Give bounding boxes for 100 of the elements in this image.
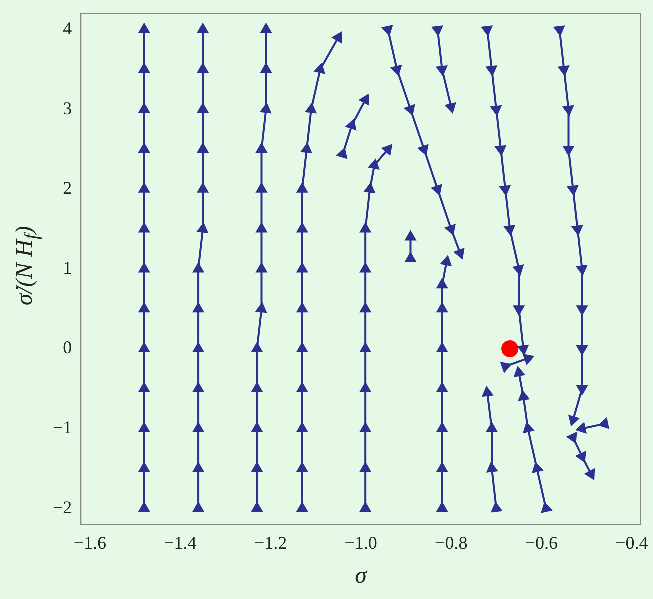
point <box>139 104 150 114</box>
point <box>437 303 448 313</box>
point <box>252 502 263 512</box>
point <box>360 343 371 353</box>
point <box>486 462 498 473</box>
point <box>297 422 308 432</box>
point <box>360 462 371 472</box>
point <box>193 343 204 353</box>
point <box>437 422 448 432</box>
point <box>260 64 272 74</box>
y-tick-label: 2 <box>63 178 72 198</box>
point <box>492 502 502 513</box>
point <box>256 263 268 273</box>
point <box>139 64 150 74</box>
point <box>197 223 208 234</box>
x-tick-label: −1.0 <box>344 533 378 554</box>
point <box>337 148 348 159</box>
point <box>576 452 586 462</box>
point <box>139 263 150 273</box>
y-tick-label: 3 <box>63 98 72 118</box>
point <box>523 422 534 434</box>
point <box>193 263 204 273</box>
x-tick-label: −0.8 <box>435 533 468 554</box>
point <box>256 223 268 233</box>
point <box>332 32 342 44</box>
x-axis-title: σ <box>355 562 368 589</box>
point <box>139 343 150 353</box>
point <box>198 143 208 153</box>
point <box>301 144 312 154</box>
point <box>252 422 263 432</box>
point <box>260 104 272 114</box>
y-tick-label: 4 <box>63 18 72 38</box>
point <box>441 256 452 266</box>
point <box>360 422 371 432</box>
point <box>518 390 530 401</box>
point <box>514 367 525 378</box>
point <box>297 343 308 353</box>
point <box>139 422 150 432</box>
y-tick-label: −1 <box>52 418 72 438</box>
point <box>437 382 448 392</box>
y-tick-label: −2 <box>52 497 72 518</box>
point <box>360 263 371 273</box>
point <box>139 462 150 472</box>
point <box>482 386 494 397</box>
point <box>260 24 272 34</box>
point <box>297 263 308 273</box>
point <box>252 382 263 392</box>
point <box>360 502 371 512</box>
point <box>297 183 308 193</box>
point <box>437 502 448 512</box>
y-tick-label: 0 <box>63 338 72 358</box>
point <box>502 340 519 358</box>
point <box>360 382 371 392</box>
point <box>256 143 268 153</box>
point <box>139 183 150 193</box>
point <box>252 462 263 472</box>
x-tick-label: −0.6 <box>525 533 558 554</box>
point <box>139 223 150 233</box>
point <box>198 104 208 114</box>
point <box>297 462 308 472</box>
point <box>382 144 392 156</box>
point <box>139 303 150 313</box>
point <box>256 303 267 314</box>
point <box>297 303 308 313</box>
x-tick-label: −1.2 <box>254 533 288 554</box>
point <box>454 248 465 259</box>
x-tick-label: −1.6 <box>74 533 107 554</box>
point <box>437 343 448 353</box>
point <box>297 382 308 392</box>
point <box>346 120 356 130</box>
point <box>297 502 308 512</box>
point <box>139 143 150 153</box>
point <box>567 432 578 444</box>
point <box>198 64 208 74</box>
point <box>139 382 150 392</box>
point <box>256 183 268 193</box>
point <box>306 104 316 114</box>
point <box>198 183 208 193</box>
point <box>486 422 498 432</box>
y-tick-label: 1 <box>63 258 72 278</box>
point <box>585 469 596 480</box>
point <box>193 422 204 432</box>
point <box>568 415 580 426</box>
point <box>193 462 204 472</box>
point <box>360 94 370 106</box>
point <box>314 64 326 74</box>
point <box>360 303 371 313</box>
point <box>532 462 543 474</box>
x-tick-label: −1.4 <box>164 533 197 554</box>
point <box>193 303 204 313</box>
x-tick-label: −0.4 <box>616 533 648 554</box>
point <box>437 462 448 472</box>
point <box>437 279 448 289</box>
point <box>418 144 429 156</box>
point <box>364 183 376 194</box>
point <box>193 502 204 512</box>
point <box>404 104 416 116</box>
point <box>360 223 371 233</box>
point <box>139 24 150 34</box>
point <box>198 24 208 34</box>
